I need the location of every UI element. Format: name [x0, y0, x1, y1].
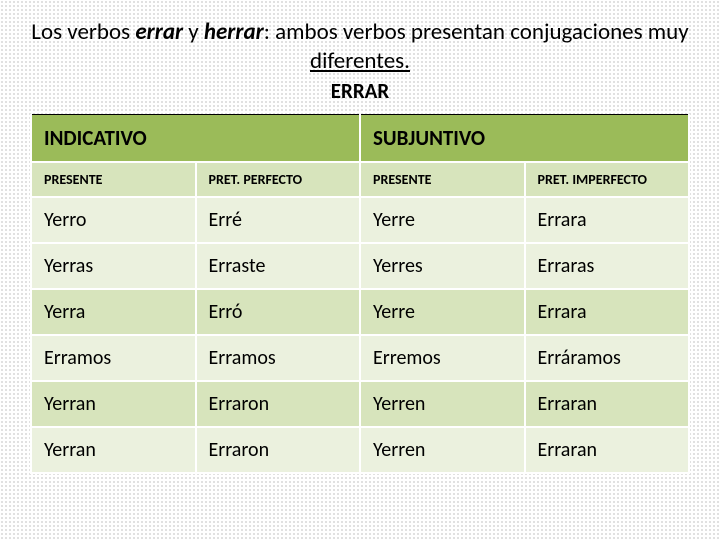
cell: Yerre [360, 289, 525, 335]
title-verb-herrar: herrar [204, 18, 264, 46]
cell: Erró [196, 289, 361, 335]
cell: Yerres [360, 243, 525, 289]
cell: Erráramos [525, 335, 690, 381]
tense-subj-presente: PRESENTE [360, 162, 525, 197]
table-row: Yerra Erró Yerre Errara [31, 289, 689, 335]
cell: Erramos [31, 335, 196, 381]
cell: Yerran [31, 381, 196, 427]
title-verb-errar: errar [135, 18, 183, 46]
table-row: Erramos Erramos Erremos Erráramos [31, 335, 689, 381]
verb-subtitle: ERRAR [30, 78, 690, 104]
cell: Errara [525, 197, 690, 243]
conjugation-table: INDICATIVO SUBJUNTIVO PRESENTE PRET. PER… [30, 114, 690, 474]
table-row: Yerran Erraron Yerren Erraran [31, 381, 689, 427]
cell: Erremos [360, 335, 525, 381]
title-mid: y [183, 18, 204, 46]
tense-ind-pretperfecto: PRET. PERFECTO [196, 162, 361, 197]
table-row: Yerro Erré Yerre Errara [31, 197, 689, 243]
cell: Yerras [31, 243, 196, 289]
cell: Yerra [31, 289, 196, 335]
cell: Errara [525, 289, 690, 335]
cell: Yerro [31, 197, 196, 243]
cell: Erraran [525, 381, 690, 427]
table-row: Yerran Erraron Yerren Erraran [31, 427, 689, 473]
mood-indicativo: INDICATIVO [31, 114, 360, 162]
cell: Erraron [196, 427, 361, 473]
title-diff: diferentes. [310, 47, 410, 75]
cell: Erraste [196, 243, 361, 289]
mood-subjuntivo: SUBJUNTIVO [360, 114, 689, 162]
table-row: Yerras Erraste Yerres Erraras [31, 243, 689, 289]
tense-header-row: PRESENTE PRET. PERFECTO PRESENTE PRET. I… [31, 162, 689, 197]
cell: Erraron [196, 381, 361, 427]
cell: Yerren [360, 381, 525, 427]
cell: Erraras [525, 243, 690, 289]
mood-header-row: INDICATIVO SUBJUNTIVO [31, 114, 689, 162]
cell: Erraran [525, 427, 690, 473]
cell: Erré [196, 197, 361, 243]
cell: Yerre [360, 197, 525, 243]
title-prefix: Los verbos [31, 18, 135, 46]
page-title: Los verbos errar y herrar: ambos verbos … [30, 18, 690, 76]
tense-subj-pretimperfecto: PRET. IMPERFECTO [525, 162, 690, 197]
title-rest: : ambos verbos presentan conjugaciones m… [264, 18, 689, 46]
tense-ind-presente: PRESENTE [31, 162, 196, 197]
cell: Yerran [31, 427, 196, 473]
cell: Erramos [196, 335, 361, 381]
cell: Yerren [360, 427, 525, 473]
